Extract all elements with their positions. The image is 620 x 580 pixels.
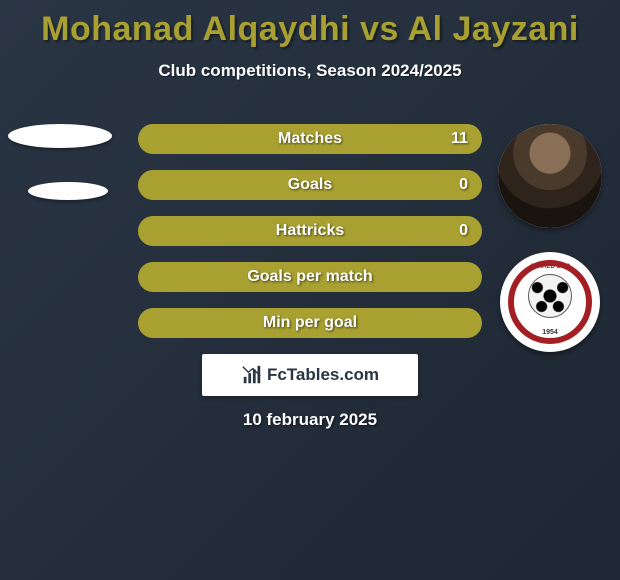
club-badge: ALRAED S.FC 1954 xyxy=(500,252,600,352)
stat-bar: Hattricks 0 xyxy=(138,216,482,246)
badge-year: 1954 xyxy=(500,329,600,336)
ellipse-shape xyxy=(8,124,112,148)
player-left-avatar-placeholder xyxy=(8,124,112,200)
stat-label: Hattricks xyxy=(276,222,344,240)
player-avatar xyxy=(498,124,602,228)
stat-value: 0 xyxy=(459,222,468,240)
stat-label: Goals per match xyxy=(247,268,372,286)
stat-bars: Matches 11 Goals 0 Hattricks 0 Goals per… xyxy=(138,124,482,354)
stat-label: Matches xyxy=(278,130,342,148)
date-text: 10 february 2025 xyxy=(0,410,620,430)
badge-club-name: ALRAED S.FC xyxy=(500,264,600,270)
stat-bar: Matches 11 xyxy=(138,124,482,154)
stat-value: 0 xyxy=(459,176,468,194)
stat-bar: Goals 0 xyxy=(138,170,482,200)
brand-text: FcTables.com xyxy=(267,365,379,385)
page-title: Mohanad Alqaydhi vs Al Jayzani xyxy=(0,0,620,49)
stat-bar: Min per goal xyxy=(138,308,482,338)
stat-bar: Goals per match xyxy=(138,262,482,292)
stat-label: Goals xyxy=(288,176,332,194)
ellipse-shape xyxy=(28,182,108,200)
badge-ball-icon xyxy=(528,274,572,318)
subtitle: Club competitions, Season 2024/2025 xyxy=(0,61,620,81)
brand-watermark: FcTables.com xyxy=(202,354,418,396)
bar-chart-icon xyxy=(241,364,263,386)
stat-label: Min per goal xyxy=(263,314,357,332)
stat-value: 11 xyxy=(451,130,468,148)
